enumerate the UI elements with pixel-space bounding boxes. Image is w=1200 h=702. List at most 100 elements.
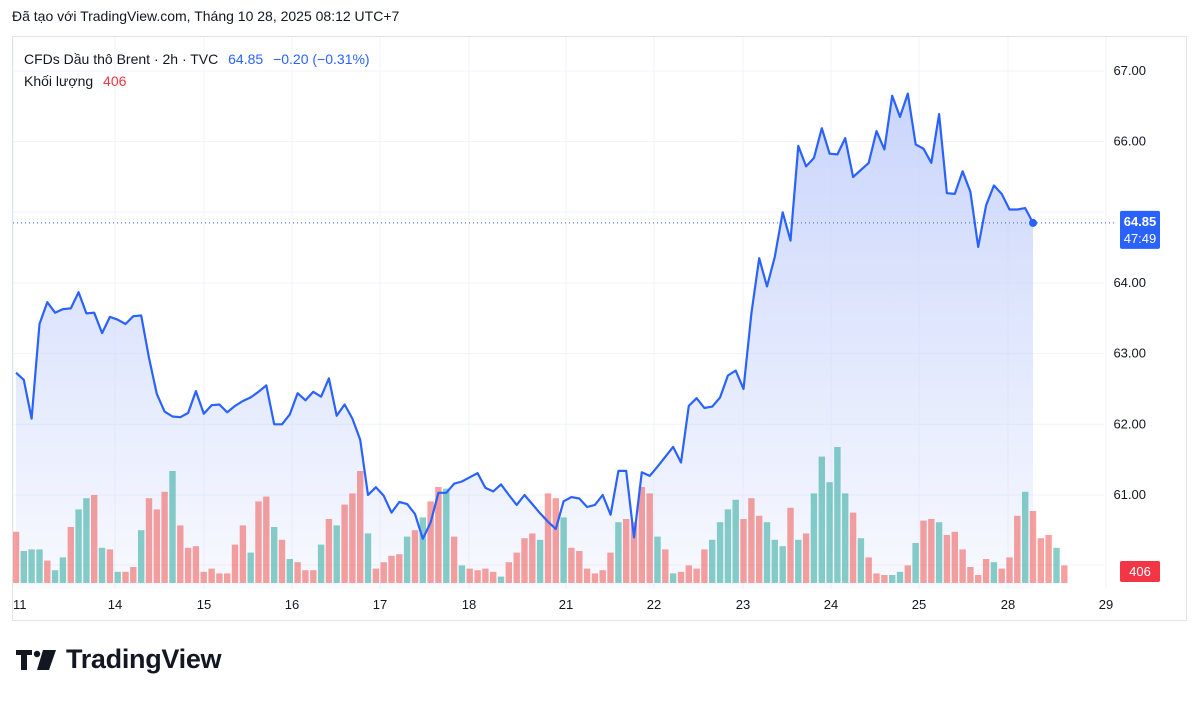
x-tick-label: 18: [462, 597, 476, 612]
legend-volume-label: Khối lượng: [24, 73, 94, 89]
volume-bar: [106, 549, 114, 583]
volume-bar: [161, 491, 168, 583]
volume-bar: [842, 493, 849, 583]
volume-bar: [771, 539, 778, 583]
volume-bar: [145, 498, 153, 583]
volume-bar: [396, 554, 403, 583]
volume-bar: [990, 562, 998, 583]
volume-bar: [599, 570, 606, 583]
tradingview-logo: TradingView: [16, 644, 222, 675]
price-badge: [1120, 210, 1160, 249]
volume-bar: [364, 533, 372, 583]
volume-bar: [740, 519, 747, 583]
volume-bar: [552, 498, 559, 583]
volume-bar: [849, 512, 857, 583]
volume-bar: [263, 496, 270, 583]
x-tick-label: 22: [647, 597, 661, 612]
volume-bar: [701, 549, 708, 583]
volume-bar: [435, 487, 442, 583]
volume-bar: [83, 498, 90, 583]
chart-frame[interactable]: 67.00 66.00 64.00 63.00 62.00 61.00 11 14 15 16 17…: [12, 36, 1187, 621]
price-chart[interactable]: 67.00 66.00 64.00 63.00 62.00 61.00 11 14 15 16 17…: [13, 37, 1188, 622]
volume-bar: [943, 535, 951, 583]
volume-bar: [662, 549, 669, 583]
x-tick-label: 29: [1099, 597, 1113, 612]
volume-bar: [28, 549, 35, 583]
x-tick-label: 17: [373, 597, 387, 612]
legend-symbol: CFDs Dầu thô Brent · 2h · TVC: [24, 51, 219, 67]
volume-bar: [630, 522, 638, 583]
volume-bar: [247, 552, 254, 583]
x-tick-label: 11: [13, 597, 27, 612]
volume-bar: [91, 495, 98, 583]
volume-bar: [748, 498, 755, 583]
chart-caption: Đã tạo với TradingView.com, Tháng 10 28,…: [12, 8, 400, 24]
volume-bar: [865, 557, 872, 583]
volume-bar: [177, 525, 184, 583]
volume-bar: [482, 568, 489, 583]
volume-bar: [935, 522, 943, 583]
y-tick-label: 62.00: [1113, 416, 1146, 431]
volume-bar: [763, 522, 771, 583]
volume-bar: [231, 544, 239, 583]
tradingview-logo-text: TradingView: [66, 644, 222, 674]
y-tick-label: 61.00: [1113, 487, 1146, 502]
volume-bar: [1014, 515, 1021, 583]
x-tick-label: 24: [824, 597, 838, 612]
volume-bar: [192, 546, 200, 583]
volume-bar: [716, 522, 724, 583]
volume-bar: [623, 519, 630, 583]
volume-bar: [239, 525, 247, 583]
volume-bar: [826, 482, 833, 583]
volume-bar: [278, 539, 286, 583]
volume-bar: [638, 487, 645, 583]
volume-bar: [536, 539, 544, 583]
volume-bar: [51, 570, 59, 583]
x-tick-label: 14: [108, 597, 122, 612]
volume-bar: [466, 568, 473, 583]
volume-badge: [1120, 561, 1160, 582]
volume-bar: [458, 565, 466, 583]
volume-bar: [169, 471, 176, 583]
volume-bar: [646, 493, 653, 583]
volume-bar: [20, 551, 27, 583]
volume-bar: [1037, 538, 1044, 583]
volume-bar: [810, 493, 818, 583]
volume-bar: [607, 552, 614, 583]
volume-bar: [67, 527, 74, 583]
volume-bar: [114, 571, 121, 583]
volume-bar: [13, 531, 20, 583]
volume-bar: [388, 555, 395, 583]
legend-volume-value: 406: [103, 73, 127, 89]
volume-bar: [75, 509, 82, 583]
legend-volume-row: Khối lượng 406: [24, 70, 370, 92]
volume-bar: [724, 509, 732, 583]
volume-bar: [474, 570, 481, 583]
volume-bar: [317, 544, 325, 583]
volume-bar: [325, 519, 333, 583]
legend-change: −0.20 (−0.31%): [273, 51, 370, 67]
x-tick-label: 28: [1001, 597, 1015, 612]
volume-bar: [583, 568, 591, 583]
volume-bar: [341, 504, 348, 583]
volume-bar: [787, 507, 794, 583]
volume-bar: [959, 549, 966, 583]
volume-bar: [998, 568, 1005, 583]
volume-bar: [513, 552, 520, 583]
volume-bar: [975, 575, 982, 583]
volume-bar: [153, 509, 160, 583]
price-badge-countdown: 47:49: [1124, 231, 1157, 246]
volume-bar: [521, 538, 528, 583]
volume-bar: [669, 573, 677, 583]
volume-bar: [685, 565, 692, 583]
volume-bar: [130, 567, 137, 583]
volume-bar: [834, 447, 841, 583]
legend-price-row: CFDs Dầu thô Brent · 2h · TVC 64.85 −0.2…: [24, 48, 370, 70]
volume-bar: [59, 557, 67, 583]
volume-bar: [693, 568, 700, 583]
volume-bar: [419, 517, 426, 583]
volume-bar: [372, 568, 380, 583]
volume-bar: [349, 493, 356, 583]
volume-bar: [912, 543, 919, 583]
volume-bar: [881, 575, 888, 583]
